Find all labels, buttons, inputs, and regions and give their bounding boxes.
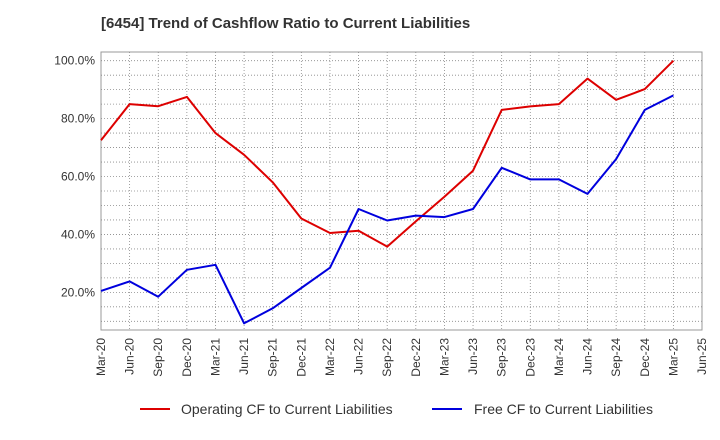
y-tick-label: 40.0%	[61, 227, 95, 241]
x-tick-label: Dec-23	[523, 338, 537, 377]
series-lines	[100, 59, 675, 325]
x-tick-label: Jun-24	[581, 338, 595, 375]
legend: Operating CF to Current Liabilities Free …	[140, 401, 653, 417]
x-tick-label: Mar-24	[552, 338, 566, 376]
x-tick-label: Mar-25	[666, 338, 680, 376]
y-tick-label: 80.0%	[61, 112, 95, 126]
x-tick-label: Mar-20	[94, 338, 108, 376]
x-tick-label: Mar-22	[323, 338, 337, 376]
x-tick-label: Dec-24	[638, 338, 652, 377]
x-tick-label: Dec-22	[409, 338, 423, 377]
x-tick-label: Sep-23	[495, 338, 509, 377]
y-axis-ticks: 20.0% 40.0% 60.0% 80.0% 100.0%	[54, 54, 95, 300]
grid	[101, 52, 702, 330]
x-tick-label: Mar-21	[208, 338, 222, 376]
x-tick-label: Jun-25	[695, 338, 709, 375]
x-axis-ticks: Mar-20 Jun-20 Sep-20 Dec-20 Mar-21 Jun-21 Sep-…	[94, 338, 709, 377]
x-tick-label: Jun-21	[237, 338, 251, 375]
y-tick-label: 60.0%	[61, 170, 95, 184]
x-tick-label: Jun-20	[123, 338, 137, 375]
x-tick-label: Jun-22	[352, 338, 366, 375]
y-tick-label: 20.0%	[61, 285, 95, 299]
x-tick-label: Sep-20	[151, 338, 165, 377]
x-tick-label: Mar-23	[437, 338, 451, 376]
legend-label: Free CF to Current Liabilities	[474, 401, 653, 417]
chart-title: [6454] Trend of Cashflow Ratio to Curren…	[101, 15, 471, 32]
legend-label: Operating CF to Current Liabilities	[181, 401, 393, 417]
x-tick-label: Dec-20	[180, 338, 194, 377]
y-tick-label: 100.0%	[54, 54, 95, 68]
x-tick-label: Jun-23	[466, 338, 480, 375]
x-tick-label: Sep-24	[609, 338, 623, 377]
x-tick-label: Sep-22	[380, 338, 394, 377]
series-operating-cf-line	[100, 59, 675, 248]
x-tick-label: Sep-21	[266, 338, 280, 377]
series-free-cf-line	[100, 94, 674, 325]
x-tick-label: Dec-21	[294, 338, 308, 377]
